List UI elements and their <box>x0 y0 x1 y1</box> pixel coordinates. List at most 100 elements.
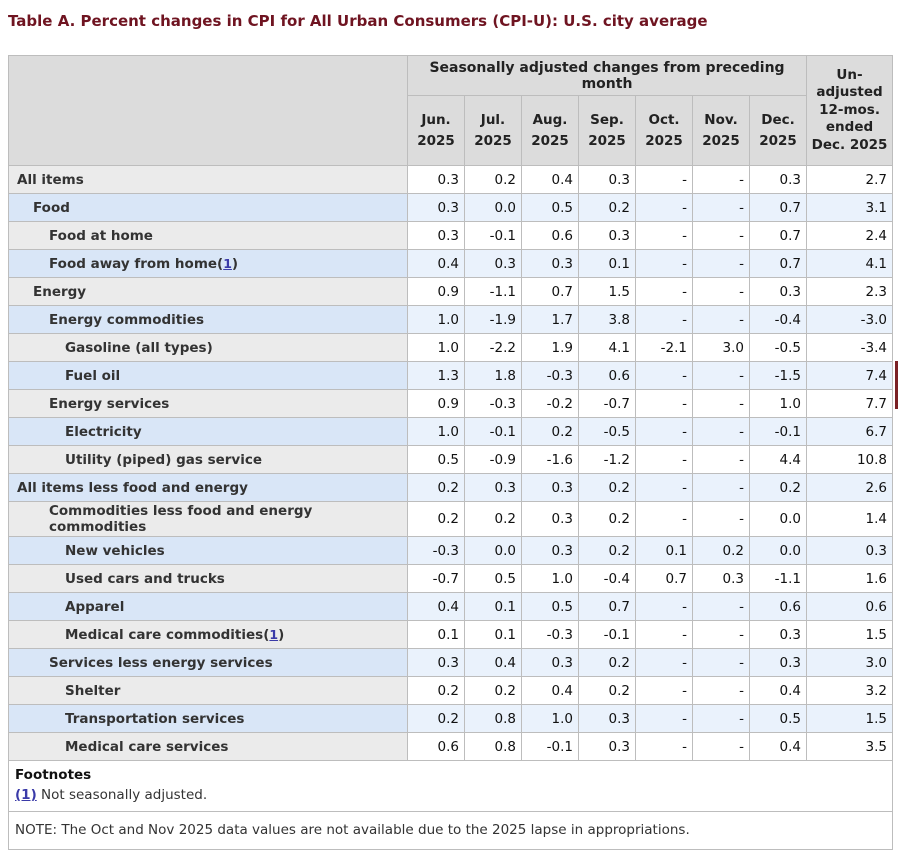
value-cell: 3.0 <box>692 333 750 362</box>
value-cell: 0.2 <box>464 501 522 537</box>
value-cell: 0.2 <box>578 648 636 677</box>
value-cell: - <box>635 676 693 705</box>
row-label-cell: Transportation services <box>8 704 408 733</box>
value-cell: 0.7 <box>748 193 808 222</box>
value-cell: 0.2 <box>407 676 465 705</box>
value-cell: 0.3 <box>578 704 636 733</box>
table-row: Electricity 1.0 -0.1 0.2 -0.5- - -0.1 6.7 <box>8 417 894 446</box>
value-cell: - <box>692 501 750 537</box>
row-label-cell: Medical care commodities(1) <box>8 620 408 649</box>
value-cell: 0.4 <box>748 732 808 761</box>
value-cell: 0.7 <box>578 592 636 621</box>
table-row: Fuel oil 1.3 1.8 -0.3 0.6- - -1.5 7.4 <box>8 361 894 390</box>
value-cell: 1.5 <box>578 277 636 306</box>
value-cell: -0.7 <box>407 564 465 593</box>
table-row: Food away from home(1) 0.4 0.3 0.3 0.1- -0.7 4… <box>8 249 894 278</box>
row-label: Food at home <box>49 227 153 244</box>
row-label-cell: Food <box>8 193 408 222</box>
value-cell: 0.9 <box>407 277 465 306</box>
row-label: Energy <box>33 283 87 300</box>
value-cell: 1.0 <box>407 333 465 362</box>
value-cell: 0.5 <box>521 193 579 222</box>
value-cell: 0.3 <box>578 732 636 761</box>
table-footer: Footnotes (1) Not seasonally adjusted. N… <box>7 760 894 850</box>
row-label: Fuel oil <box>65 367 121 384</box>
table-body: All items 0.3 0.2 0.4 0.3- -0.3 2.7 Food 0.3 0.0 0… <box>8 165 894 761</box>
month-year: 2025 <box>588 132 626 149</box>
row-label-cell: Energy <box>8 277 408 306</box>
footnote-ref-link[interactable]: 1 <box>223 255 232 271</box>
row-label: Food away from home <box>49 255 218 272</box>
table-row: Energy commodities 1.0 -1.9 1.7 3.8- - -0.4 -3.… <box>8 305 894 334</box>
row-label: All items <box>17 171 84 188</box>
value-cell: - <box>692 361 750 390</box>
value-cell: - <box>692 704 750 733</box>
value-cell: - <box>635 193 693 222</box>
month-abbrev: Nov. <box>704 112 738 129</box>
value-cell: 1.0 <box>748 389 808 418</box>
row-label: Transportation services <box>65 710 245 727</box>
value-cell: -0.3 <box>521 620 579 649</box>
value-cell: 0.3 <box>748 648 808 677</box>
month-header-row: Jun. 2025 Jul. 2025 Aug. 2025 Sep. 2025 Oct. 2025… <box>9 95 893 166</box>
footnote-paren-open: ( <box>217 255 224 272</box>
value-cell: - <box>692 732 750 761</box>
value-cell: 0.2 <box>578 501 636 537</box>
note-row: NOTE: The Oct and Nov 2025 data values a… <box>7 811 894 850</box>
scroll-position-indicator[interactable] <box>895 361 898 409</box>
value-cell: -1.1 <box>464 277 522 306</box>
month-year: 2025 <box>417 132 455 149</box>
row-label: Electricity <box>65 423 142 440</box>
value-cell: 1.0 <box>521 564 579 593</box>
month-header-cell: Sep. 2025 <box>578 95 636 166</box>
value-cell: 2.7 <box>806 165 894 194</box>
value-cell: - <box>692 249 750 278</box>
table-row: Services less energy services 0.3 0.4 0.3 0.… <box>8 648 894 677</box>
footnotes-section: Footnotes (1) Not seasonally adjusted. <box>7 760 894 812</box>
value-cell: 0.2 <box>578 193 636 222</box>
footnote-paren-close: ) <box>278 626 285 643</box>
value-cell: - <box>635 704 693 733</box>
footnote-ref-link[interactable]: 1 <box>269 626 279 642</box>
value-cell: 0.3 <box>748 620 808 649</box>
row-label: Utility (piped) gas service <box>65 451 263 468</box>
row-label: Used cars and trucks <box>65 570 225 587</box>
value-cell: - <box>635 620 693 649</box>
row-label-cell: All items <box>8 165 408 194</box>
month-header-cell: Nov. 2025 <box>692 95 750 166</box>
value-cell: 1.3 <box>407 361 465 390</box>
value-cell: - <box>692 305 750 334</box>
value-cell: 1.7 <box>521 305 579 334</box>
value-cell: 1.9 <box>521 333 579 362</box>
unadjusted-header: Un-adjusted 12-mos. ended Dec. 2025 <box>806 55 894 166</box>
table-row: All items 0.3 0.2 0.4 0.3- -0.3 2.7 <box>8 165 894 194</box>
row-label: Commodities less food and energy commodi… <box>49 503 313 535</box>
row-label-cell: Services less energy services <box>8 648 408 677</box>
value-cell: 0.5 <box>521 592 579 621</box>
value-cell: - <box>635 277 693 306</box>
value-cell: 0.4 <box>407 592 465 621</box>
value-cell: 0.8 <box>464 704 522 733</box>
corner-header-cell <box>8 55 408 166</box>
value-cell: -0.2 <box>521 389 579 418</box>
value-cell: 0.6 <box>578 361 636 390</box>
row-label: Food <box>33 199 70 216</box>
value-cell: 0.2 <box>578 536 636 565</box>
row-label-cell: Energy services <box>8 389 408 418</box>
value-cell: 0.4 <box>464 648 522 677</box>
row-label: New vehicles <box>65 542 165 559</box>
value-cell: - <box>692 165 750 194</box>
table-row: Utility (piped) gas service 0.5 -0.9 -1.6 -1… <box>8 445 894 474</box>
value-cell: 0.0 <box>748 501 808 537</box>
page-title: Table A. Percent changes in CPI for All … <box>8 12 708 30</box>
month-header-cell: Jul. 2025 <box>464 95 522 166</box>
footnote-ref-link[interactable]: (1) <box>15 787 37 803</box>
value-cell: 0.7 <box>521 277 579 306</box>
value-cell: - <box>635 389 693 418</box>
value-cell: -0.1 <box>464 221 522 250</box>
value-cell: 1.8 <box>464 361 522 390</box>
footnote-paren-open: ( <box>263 626 270 643</box>
value-cell: 0.3 <box>464 473 522 502</box>
value-cell: 1.0 <box>407 417 465 446</box>
value-cell: 0.2 <box>692 536 750 565</box>
